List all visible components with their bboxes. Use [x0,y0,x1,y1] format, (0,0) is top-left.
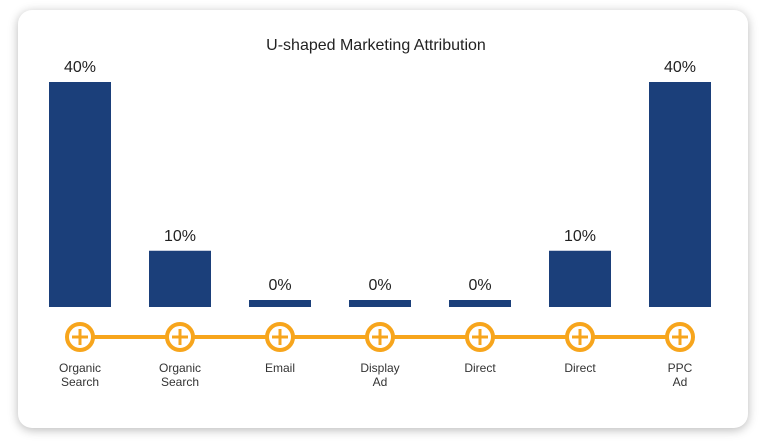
data-label: 0% [368,277,391,294]
data-label: 0% [268,277,291,294]
bar [49,82,111,307]
data-label: 40% [664,59,696,76]
bar [249,300,311,307]
data-label: 10% [564,228,596,245]
category-label: Organic [59,361,101,375]
chart-card [18,10,748,428]
category-label: Search [61,375,99,389]
plus-icon [572,329,588,345]
data-label: 0% [468,277,491,294]
plus-icon [472,329,488,345]
bar [449,300,511,307]
plus-icon [72,329,88,345]
data-label: 40% [64,59,96,76]
category-label: Email [265,361,295,375]
category-label: Display [360,361,399,375]
category-label: Direct [464,361,496,375]
category-label: Ad [373,375,388,389]
bar [549,250,611,307]
category-label: Search [161,375,199,389]
category-label: Direct [564,361,596,375]
data-label: 10% [164,228,196,245]
category-label: Organic [159,361,201,375]
plus-icon [672,329,688,345]
category-label: PPC [668,361,693,375]
chart-title: U-shaped Marketing Attribution [266,37,486,54]
plus-icon [172,329,188,345]
bar [649,82,711,307]
plus-icon [272,329,288,345]
plus-icon [372,329,388,345]
category-label: Ad [673,375,688,389]
bar [349,300,411,307]
bar [149,250,211,307]
